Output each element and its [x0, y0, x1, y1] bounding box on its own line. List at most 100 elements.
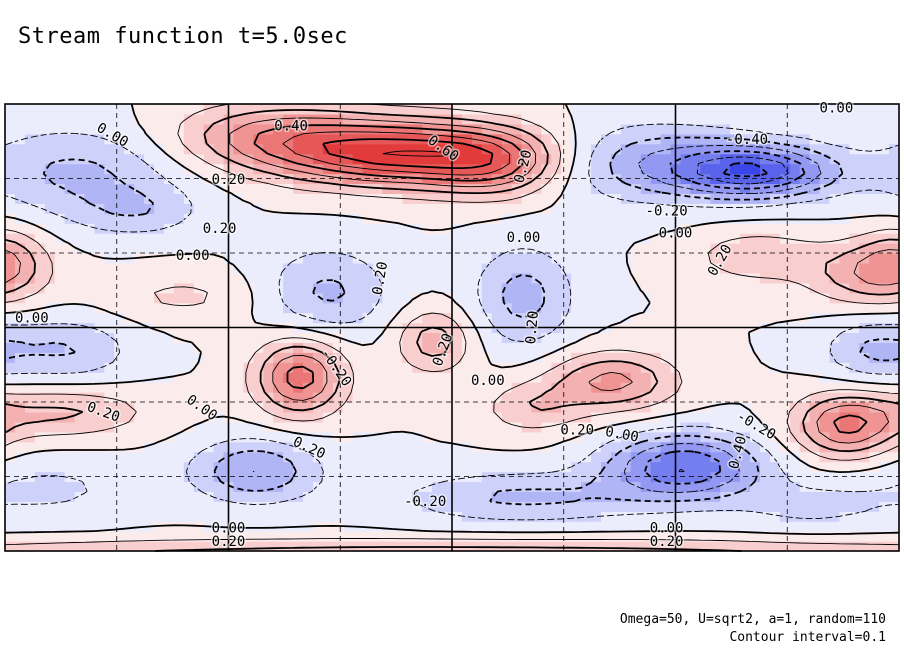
contour-cell	[849, 352, 860, 363]
contour-cell	[432, 262, 443, 274]
contour-cell	[879, 193, 890, 204]
contour-cell	[680, 382, 691, 393]
contour-cell	[501, 113, 513, 125]
contour-cell	[173, 521, 185, 532]
contour-cell	[352, 461, 364, 473]
contour-cell	[422, 292, 433, 304]
contour-cell	[134, 203, 145, 214]
contour-cell	[44, 461, 56, 473]
contour-cell	[144, 352, 155, 363]
contour-cell	[312, 113, 324, 125]
contour-cell	[720, 253, 731, 264]
contour-cell	[561, 203, 572, 214]
contour-cell	[253, 253, 264, 264]
contour-cell	[859, 362, 870, 373]
contour-cell	[521, 352, 533, 363]
contour-cell	[491, 262, 503, 274]
contour-cell	[362, 511, 374, 522]
contour-cell	[501, 143, 513, 155]
contour-cell	[690, 471, 701, 483]
contour-cell	[134, 104, 145, 115]
contour-cell	[352, 123, 364, 135]
contour-cell	[819, 193, 831, 204]
contour-cell	[412, 421, 423, 433]
contour-cell	[541, 511, 552, 522]
contour-cell	[392, 372, 403, 383]
contour-cell	[789, 113, 801, 125]
contour-cell	[839, 372, 850, 383]
contour-cell	[382, 153, 393, 165]
contour-cell	[730, 104, 741, 115]
contour-cell	[700, 392, 711, 403]
contour-cell	[551, 253, 562, 264]
contour-cell	[24, 223, 36, 234]
contour-cell	[124, 541, 135, 552]
contour-cell	[650, 382, 662, 393]
contour-cell	[144, 292, 155, 304]
contour-cell	[114, 173, 125, 185]
contour-cell	[84, 223, 95, 234]
contour-cell	[64, 431, 76, 443]
contour-cell	[769, 541, 781, 552]
contour-cell	[432, 511, 443, 522]
contour-cell	[660, 461, 672, 473]
contour-cell	[789, 382, 801, 393]
contour-cell	[392, 104, 403, 115]
contour-cell	[859, 312, 870, 324]
contour-cell	[700, 262, 711, 274]
contour-cell	[432, 402, 443, 413]
contour-line	[4, 136, 900, 506]
contour-cell	[154, 113, 165, 125]
contour-cell	[501, 193, 513, 204]
contour-cell	[54, 392, 66, 403]
contour-cell	[750, 531, 761, 542]
contour-cell	[620, 213, 632, 224]
contour-cell	[84, 372, 95, 383]
contour-cell	[829, 382, 840, 393]
contour-cell	[581, 123, 592, 135]
contour-cell	[829, 392, 840, 403]
contour-cell	[163, 104, 175, 115]
contour-cell	[591, 223, 602, 234]
contour-cell	[442, 292, 453, 304]
contour-cell	[54, 382, 66, 393]
contour-cell	[879, 342, 890, 353]
contour-cell	[144, 541, 155, 552]
contour-cell	[481, 461, 493, 473]
contour-cell	[690, 372, 701, 383]
contour-cell	[750, 282, 761, 294]
contour-cell	[74, 481, 86, 492]
contour-cell	[551, 392, 562, 403]
contour-cell	[630, 302, 642, 314]
contour-cell	[163, 531, 175, 542]
contour-cell	[84, 243, 95, 254]
contour-cell	[630, 402, 642, 413]
contour-cell	[104, 372, 115, 383]
contour-cell	[372, 342, 384, 353]
contour-cell	[779, 183, 791, 194]
contour-cell	[849, 521, 860, 532]
contour-cell	[491, 451, 503, 463]
contour-cell	[740, 511, 751, 522]
contour-cell	[581, 501, 592, 512]
contour-cell	[461, 531, 473, 542]
contour-cell	[849, 183, 860, 194]
contour-cell	[471, 531, 483, 542]
contour-cell	[789, 262, 801, 274]
contour-cell	[273, 521, 284, 532]
contour-cell	[561, 461, 572, 473]
contour-cell	[789, 521, 801, 532]
contour-cell	[74, 203, 86, 214]
contour-cell	[193, 104, 205, 115]
contour-cell	[511, 302, 523, 314]
contour-label: 0.00	[212, 521, 246, 537]
contour-cell	[591, 362, 602, 373]
contour-cell	[322, 471, 334, 483]
contour-cell	[64, 392, 76, 403]
contour-cell	[44, 143, 56, 155]
contour-cell	[690, 133, 701, 145]
contour-cell	[610, 481, 622, 492]
contour-cell	[690, 541, 701, 552]
contour-cell	[581, 143, 592, 155]
contour-cell	[799, 362, 811, 373]
